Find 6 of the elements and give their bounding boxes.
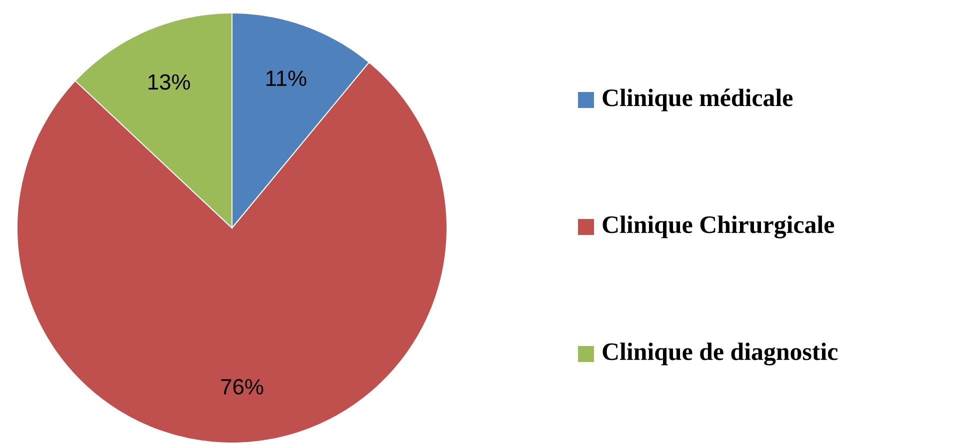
legend-label: Clinique médicale [602, 88, 793, 112]
data-label: 76% [221, 379, 264, 395]
data-label: 11% [266, 70, 306, 86]
legend-label: Clinique Chirurgicale [602, 216, 834, 238]
data-label: 13% [148, 74, 190, 90]
legend-label: Clinique de diagnostic [602, 342, 838, 366]
